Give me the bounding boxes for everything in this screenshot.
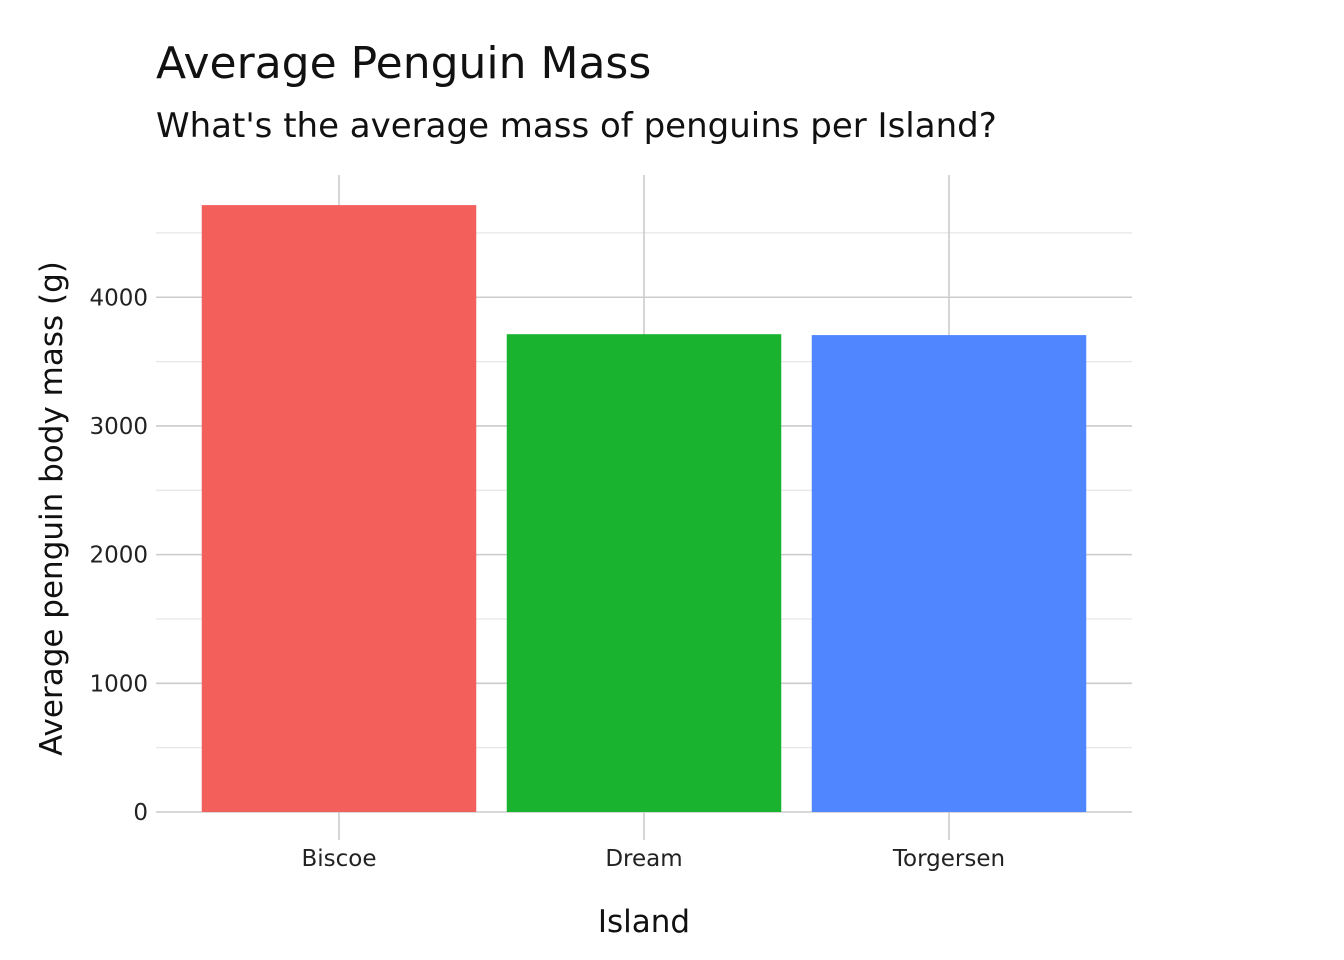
y-axis-title: Average penguin body mass (g) [34,261,70,756]
y-tick-labels: 0 1000 2000 3000 4000 [89,285,148,826]
y-tick-label: 0 [133,800,148,826]
y-tick-label: 3000 [89,414,148,440]
y-tick-label: 4000 [89,285,148,311]
x-tick-label: Biscoe [301,846,376,872]
x-axis-title: Island [598,904,690,940]
x-tick-label: Torgersen [892,846,1005,872]
bars [201,205,1087,812]
bar-biscoe [201,205,477,812]
chart-title: Average Penguin Mass [156,38,652,89]
y-tick-label: 2000 [89,543,148,569]
x-tick-labels: Biscoe Dream Torgersen [301,846,1005,872]
chart-subtitle: What's the average mass of penguins per … [156,106,997,146]
bar-dream [506,334,782,812]
x-tick-label: Dream [605,846,682,872]
y-tick-label: 1000 [89,671,148,697]
bar-torgersen [811,335,1087,812]
